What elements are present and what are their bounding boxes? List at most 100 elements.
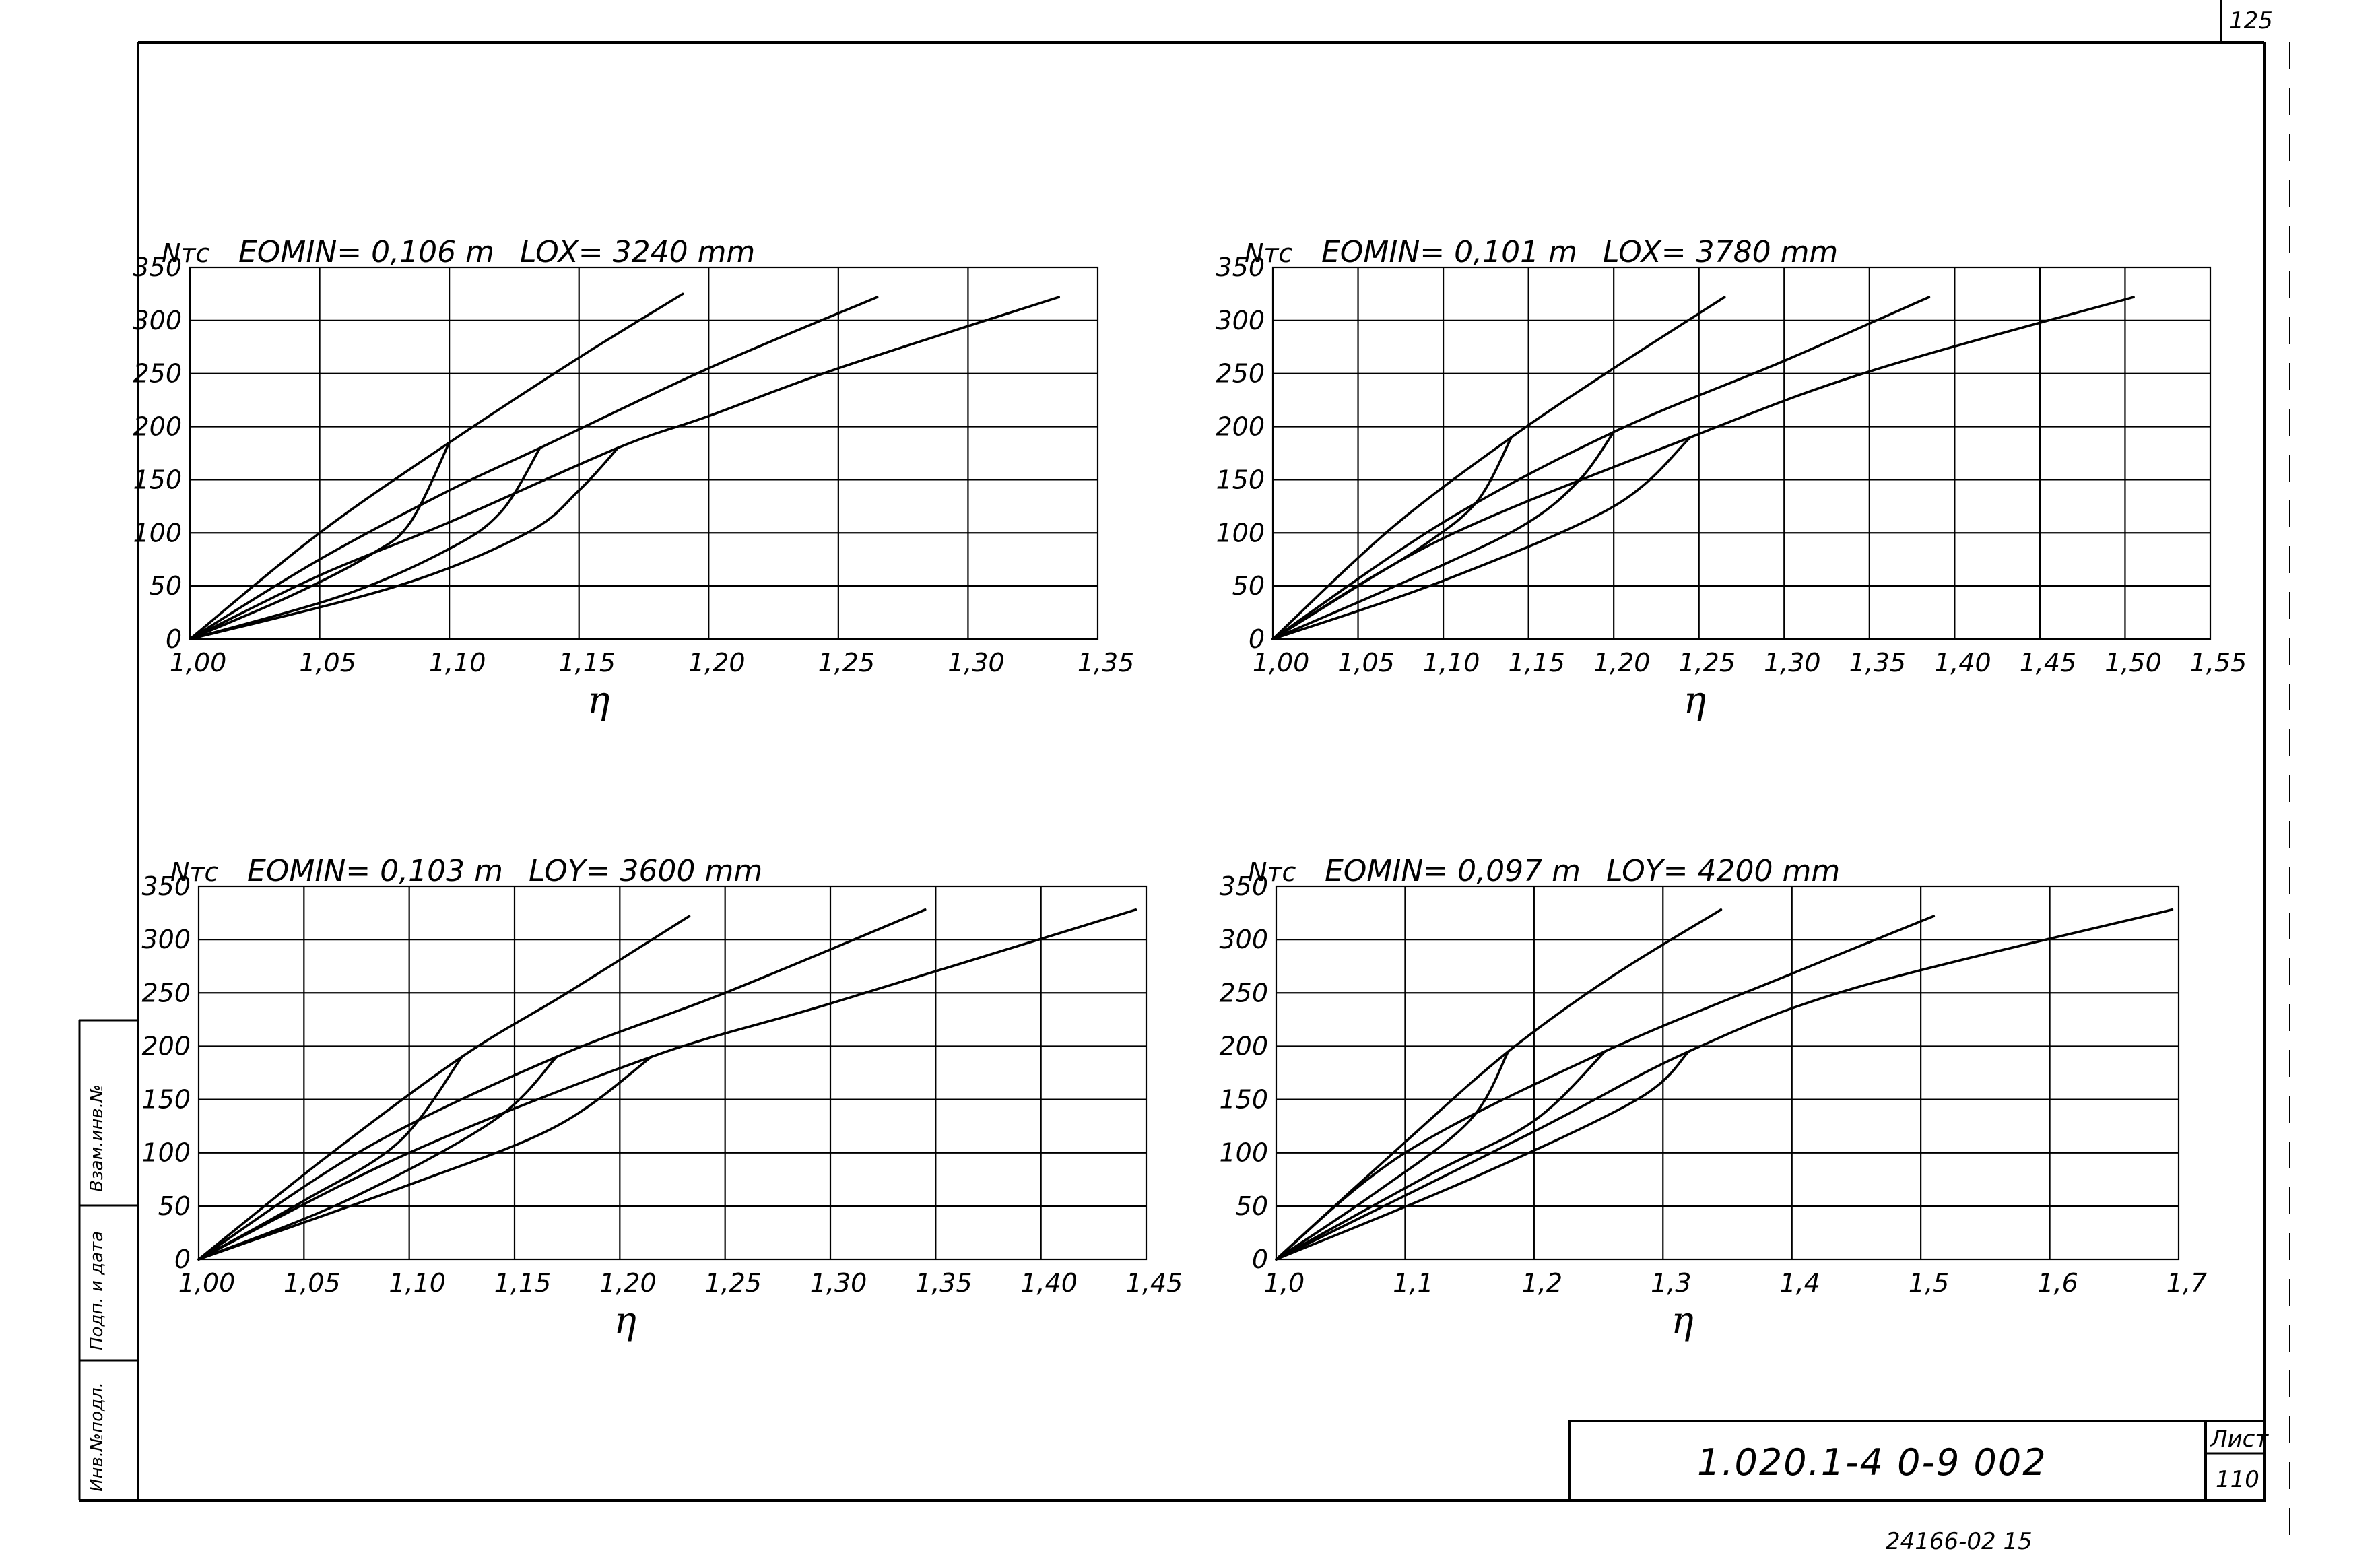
series-curve-2 bbox=[1275, 915, 1936, 1261]
length-label: LOY= 3600 mm bbox=[529, 854, 762, 888]
emin-label: EOMIN= 0,097 m bbox=[1325, 854, 1581, 888]
sheet-frame bbox=[79, 0, 2290, 1542]
x-tick-label: 1,10 bbox=[429, 648, 486, 677]
x-tick-label: 1,40 bbox=[1020, 1268, 1078, 1298]
x-tick-label: 1,10 bbox=[1423, 648, 1480, 677]
length-label: LOX= 3780 mm bbox=[1603, 235, 1838, 269]
x-tick-label: 1,00 bbox=[170, 648, 227, 677]
y-tick-label: 250 bbox=[1219, 978, 1268, 1007]
y-tick-label: 350 bbox=[1216, 253, 1265, 282]
series-curve-6 bbox=[197, 1055, 653, 1261]
x-tick-label: 1,00 bbox=[178, 1268, 236, 1298]
series-curve-2 bbox=[197, 908, 927, 1261]
x-tick-label: 1,30 bbox=[810, 1268, 867, 1298]
x-tick-label: 1,55 bbox=[2190, 648, 2247, 677]
y-tick-label: 0 bbox=[1249, 624, 1265, 654]
y-tick-label: 300 bbox=[1219, 925, 1268, 954]
x-tick-label: 1,05 bbox=[284, 1268, 341, 1298]
y-tick-label: 100 bbox=[1216, 518, 1265, 548]
emin-label: EOMIN= 0,103 m bbox=[247, 854, 503, 888]
y-tick-label: 0 bbox=[1252, 1245, 1268, 1274]
series-curve-3 bbox=[1275, 908, 2174, 1261]
y-tick-label: 200 bbox=[1219, 1031, 1268, 1061]
series-curve-4 bbox=[1271, 436, 1513, 640]
y-axis-label: Nтс bbox=[1248, 857, 1296, 887]
x-axis-label: η bbox=[1684, 679, 1707, 723]
y-tick-label: 250 bbox=[141, 978, 191, 1007]
x-tick-label: 1,3 bbox=[1651, 1268, 1691, 1298]
series-curve-2 bbox=[1271, 296, 1931, 640]
series-curve-6 bbox=[1275, 1050, 1690, 1261]
y-tick-label: 200 bbox=[133, 412, 182, 442]
series-curve-1 bbox=[1275, 908, 1723, 1261]
y-tick-label: 150 bbox=[1216, 465, 1265, 494]
document-code: 1.020.1-4 0-9 002 bbox=[1697, 1441, 2047, 1484]
y-tick-label: 150 bbox=[133, 465, 182, 494]
x-tick-label: 1,35 bbox=[1078, 648, 1135, 677]
series-curve-1 bbox=[197, 915, 691, 1261]
x-tick-label: 1,25 bbox=[818, 648, 875, 677]
series-curve-6 bbox=[189, 446, 620, 640]
y-tick-label: 50 bbox=[1232, 571, 1265, 601]
side-strip: Инв.№подл. Подп. и дата Взам.инв.№ bbox=[78, 1019, 138, 1500]
x-tick-label: 1,0 bbox=[1264, 1268, 1304, 1298]
x-tick-label: 1,25 bbox=[704, 1268, 762, 1298]
series-curve-4 bbox=[197, 1055, 463, 1261]
series-curve-3 bbox=[197, 908, 1137, 1261]
x-tick-label: 1,1 bbox=[1393, 1268, 1433, 1298]
side-label-signature: Подп. и дата bbox=[87, 1231, 107, 1350]
length-label: LOX= 3240 mm bbox=[520, 235, 755, 269]
y-tick-label: 250 bbox=[133, 359, 182, 389]
x-tick-label: 1,25 bbox=[1678, 648, 1736, 677]
y-axis-label: Nтс bbox=[162, 238, 210, 268]
corner-page-number: 125 bbox=[2229, 7, 2273, 34]
y-tick-label: 100 bbox=[1219, 1138, 1268, 1168]
y-tick-label: 50 bbox=[158, 1191, 191, 1221]
x-tick-label: 1,05 bbox=[1337, 648, 1395, 677]
x-tick-label: 1,45 bbox=[2020, 648, 2077, 677]
x-axis-label: η bbox=[614, 1299, 636, 1343]
x-tick-label: 1,20 bbox=[1593, 648, 1651, 677]
chart-bottom-left: 1,00 1,05 1,10 1,15 1,20 1,25 1,30 1,35 1,40 1,45… bbox=[141, 854, 1183, 1343]
emin-label: EOMIN= 0,106 m bbox=[238, 235, 494, 269]
y-tick-label: 50 bbox=[1236, 1191, 1268, 1221]
series-curve-4 bbox=[1275, 1050, 1510, 1261]
x-tick-label: 1,4 bbox=[1779, 1268, 1820, 1298]
y-axis-label: Nтс bbox=[170, 857, 219, 887]
x-tick-label: 1,05 bbox=[299, 648, 356, 677]
y-tick-label: 100 bbox=[141, 1138, 191, 1168]
y-tick-label: 300 bbox=[133, 306, 182, 335]
plot-area bbox=[197, 885, 1148, 1261]
x-tick-label: 1,10 bbox=[389, 1268, 446, 1298]
x-axis-label: η bbox=[587, 679, 610, 723]
y-tick-label: 200 bbox=[1216, 412, 1265, 442]
y-tick-label: 50 bbox=[150, 571, 182, 601]
side-label-inventory: Инв.№подл. bbox=[87, 1382, 107, 1492]
series-curve-5 bbox=[1271, 430, 1615, 640]
y-tick-label: 350 bbox=[141, 871, 191, 901]
plot-area bbox=[1275, 885, 2180, 1261]
y-tick-label: 250 bbox=[1216, 359, 1265, 389]
series-curve-2 bbox=[189, 296, 879, 640]
y-tick-label: 150 bbox=[1219, 1085, 1268, 1115]
series-curve-3 bbox=[1271, 296, 2135, 640]
x-tick-label: 1,30 bbox=[1764, 648, 1821, 677]
emin-label: EOMIN= 0,101 m bbox=[1321, 235, 1577, 269]
x-tick-label: 1,7 bbox=[2167, 1268, 2207, 1298]
y-tick-label: 300 bbox=[141, 925, 191, 954]
chart-top-left: 1,00 1,05 1,10 1,15 1,20 1,25 1,30 1,35 0 50 100 15… bbox=[133, 235, 1134, 723]
x-tick-label: 1,35 bbox=[1849, 648, 1907, 677]
y-tick-label: 0 bbox=[166, 624, 182, 654]
x-tick-label: 1,45 bbox=[1126, 1268, 1183, 1298]
series-curve-5 bbox=[197, 1055, 558, 1261]
x-tick-label: 1,15 bbox=[1508, 648, 1565, 677]
series-curve-5 bbox=[189, 446, 541, 640]
x-tick-label: 1,5 bbox=[1909, 1268, 1949, 1298]
x-tick-label: 1,00 bbox=[1253, 648, 1310, 677]
plot-area bbox=[189, 266, 1099, 640]
chart-bottom-right: 1,0 1,1 1,2 1,3 1,4 1,5 1,6 1,7 0 50 100 150 200 250 3… bbox=[1219, 854, 2207, 1343]
x-tick-label: 1,2 bbox=[1522, 1268, 1562, 1298]
x-tick-label: 1,6 bbox=[2037, 1268, 2078, 1298]
y-tick-label: 200 bbox=[141, 1031, 191, 1061]
